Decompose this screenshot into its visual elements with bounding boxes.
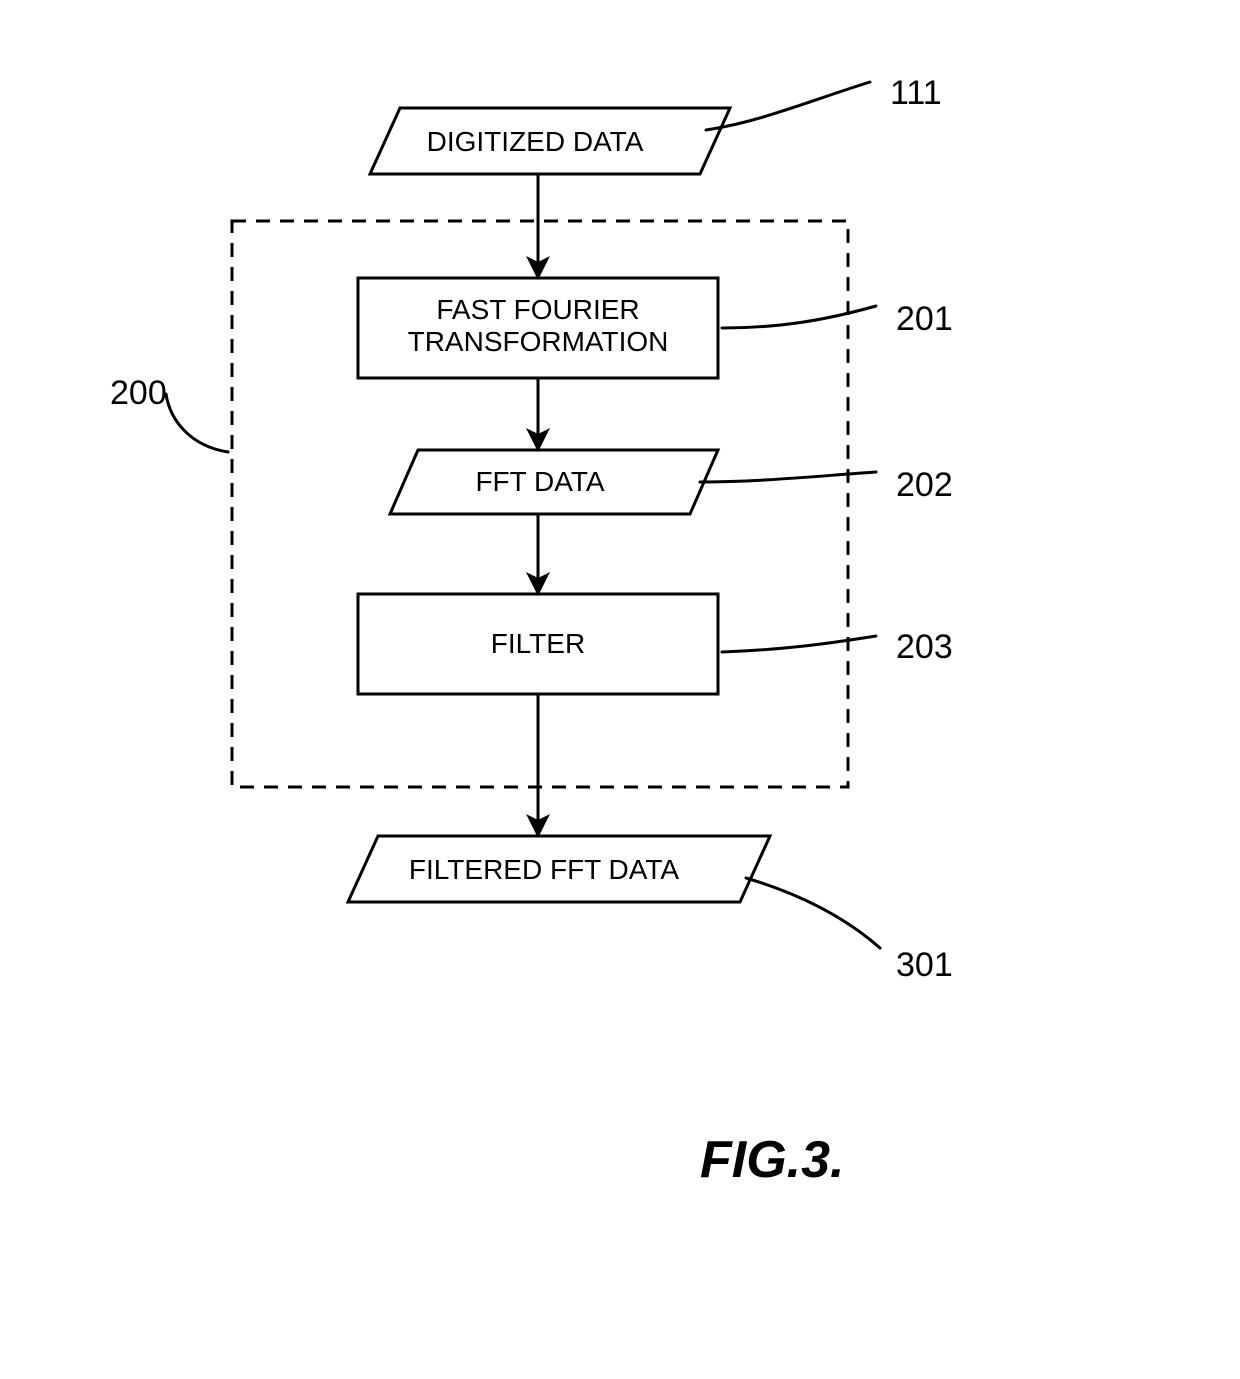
ref-111: 111: [890, 74, 942, 113]
ref-201: 201: [896, 300, 953, 339]
ref-203: 203: [896, 628, 953, 667]
figure-caption: FIG.3.: [700, 1130, 844, 1190]
ref-202: 202: [896, 466, 953, 505]
ref-200: 200: [110, 374, 167, 413]
ref-301: 301: [896, 946, 953, 985]
diagram-stage: DIGITIZED DATA FAST FOURIERTRANSFORMATIO…: [0, 0, 1240, 1379]
diagram-svg: [0, 0, 1240, 1379]
